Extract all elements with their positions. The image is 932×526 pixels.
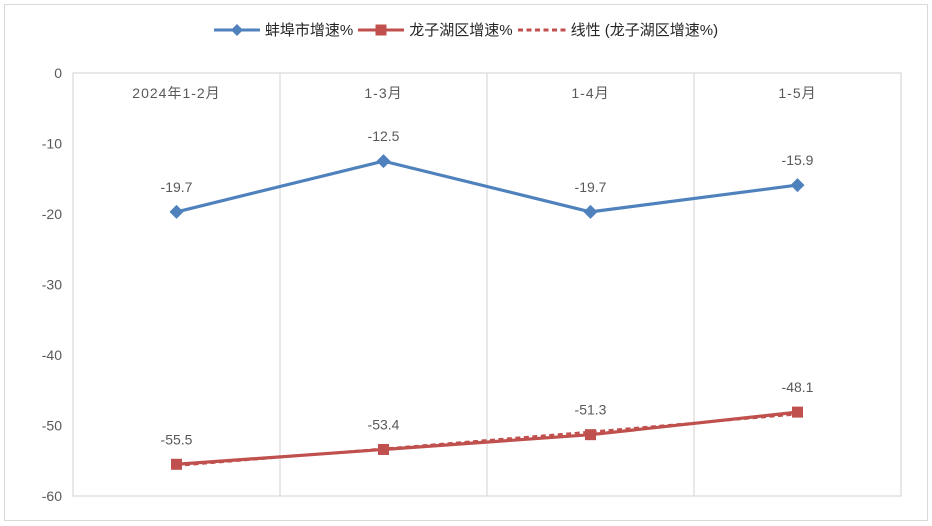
y-axis-tick-label: -60 <box>42 488 62 504</box>
x-category-label: 2024年1-2月 <box>132 85 220 101</box>
square-marker <box>585 429 596 441</box>
chart-legend: 蚌埠市增速% 龙子湖区增速% 线性 (龙子湖区增速%) <box>0 19 932 40</box>
legend-label-bengbu: 蚌埠市增速% <box>264 22 354 39</box>
data-label: -48.1 <box>782 379 814 395</box>
data-label: -12.5 <box>368 128 400 144</box>
square-marker <box>792 406 803 418</box>
diamond-marker <box>376 154 391 169</box>
y-axis-tick-label: -20 <box>42 206 62 222</box>
diamond-marker <box>790 178 805 193</box>
trendline-dashed <box>176 413 798 467</box>
legend-label-trendline: 线性 (龙子湖区增速%) <box>570 22 719 39</box>
y-axis-tick-label: -50 <box>42 418 62 434</box>
line-square-swatch-icon <box>358 24 405 35</box>
legend-item-longzihu-series: 龙子湖区增速% <box>358 19 513 40</box>
y-axis-tick-label: -40 <box>42 347 62 363</box>
data-label: -19.7 <box>575 179 607 195</box>
dashed-line-swatch-icon <box>517 28 566 31</box>
diamond-marker <box>583 204 598 219</box>
series-line-0 <box>174 159 800 214</box>
legend-label-longzihu: 龙子湖区增速% <box>409 22 513 39</box>
square-marker <box>378 443 389 455</box>
x-category-label: 1-4月 <box>571 85 609 101</box>
y-axis-tick-label: -30 <box>42 277 62 293</box>
legend-item-trendline: 线性 (龙子湖区增速%) <box>517 19 719 40</box>
data-label: -55.5 <box>161 431 193 447</box>
square-marker <box>171 458 182 470</box>
line-diamond-swatch-icon <box>213 23 260 36</box>
y-axis-tick-label: -10 <box>42 136 62 152</box>
data-label: -15.9 <box>782 152 814 168</box>
x-category-label: 1-3月 <box>364 85 402 101</box>
data-label: -19.7 <box>161 179 193 195</box>
x-category-label: 1-5月 <box>778 85 816 101</box>
data-label: -53.4 <box>368 416 400 432</box>
legend-item-bengbu-series: 蚌埠市增速% <box>213 19 354 40</box>
y-axis-tick-label: 0 <box>54 65 62 81</box>
diamond-marker <box>169 204 184 219</box>
data-label: -51.3 <box>575 402 607 418</box>
